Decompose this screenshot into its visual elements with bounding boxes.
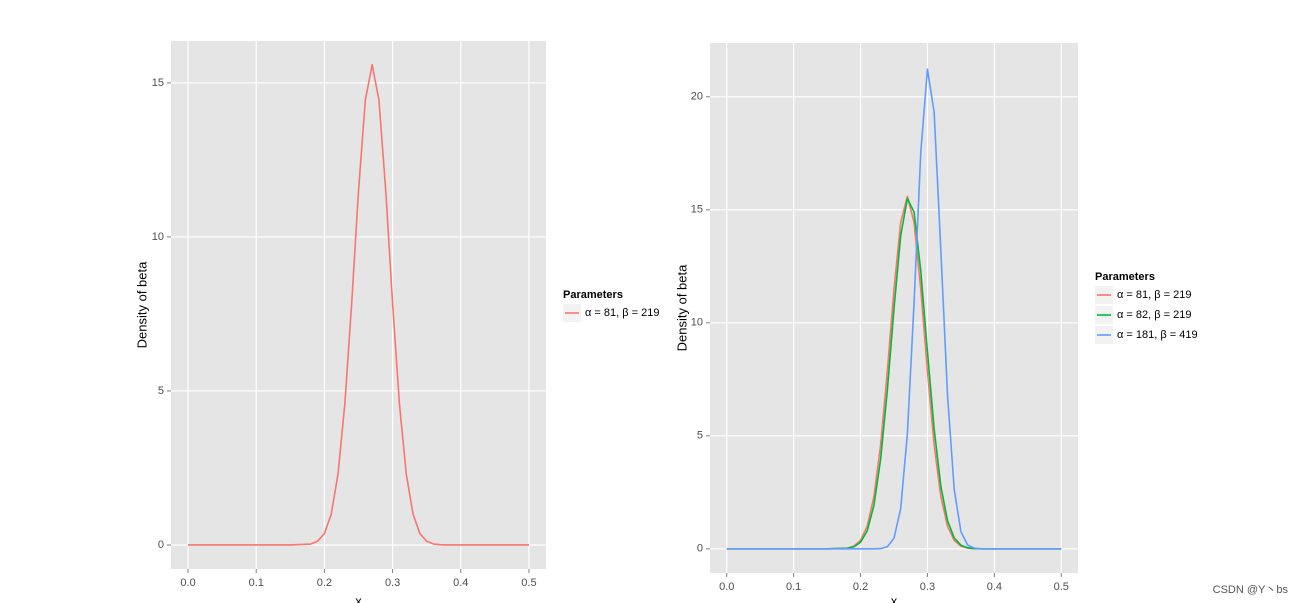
legend-label: α = 82, β = 219	[1117, 309, 1191, 321]
x-tick-label: 0.3	[920, 581, 935, 593]
y-axis-title: Density of beta	[674, 264, 689, 351]
series-line	[726, 197, 1062, 550]
legend-title: Parameters	[1095, 271, 1155, 283]
legend-title: Parameters	[563, 289, 623, 301]
x-axis-title: x	[355, 593, 362, 603]
x-tick-label: 0.2	[317, 577, 332, 589]
y-tick-label: 5	[697, 430, 703, 442]
y-tick-label: 0	[158, 539, 164, 551]
x-tick-label: 0.1	[249, 577, 264, 589]
x-axis-title: x	[891, 593, 898, 603]
x-tick-label: 0.0	[719, 581, 734, 593]
x-tick-label: 0.5	[1054, 581, 1069, 593]
x-tick-label: 0.0	[180, 577, 195, 589]
x-tick-label: 0.2	[853, 581, 868, 593]
legend-label: α = 181, β = 419	[1117, 329, 1198, 341]
y-tick-label: 15	[152, 77, 164, 89]
x-tick-label: 0.5	[521, 577, 536, 589]
x-tick-label: 0.4	[987, 581, 1002, 593]
y-tick-label: 10	[152, 231, 164, 243]
legend-label: α = 81, β = 219	[585, 307, 659, 319]
x-tick-label: 0.3	[385, 577, 400, 589]
y-tick-label: 20	[691, 91, 703, 103]
series-line	[726, 68, 1062, 550]
series-line	[188, 63, 529, 546]
x-tick-label: 0.1	[786, 581, 801, 593]
x-tick-label: 0.4	[453, 577, 468, 589]
legend-label: α = 81, β = 219	[1117, 289, 1191, 301]
y-tick-label: 0	[697, 543, 703, 555]
y-axis-title: Density of beta	[134, 261, 149, 348]
watermark: CSDN @Y丶bs	[1213, 584, 1289, 596]
plot-panel	[171, 41, 546, 569]
y-tick-label: 10	[691, 317, 703, 329]
y-tick-label: 15	[691, 204, 703, 216]
y-tick-label: 5	[158, 385, 164, 397]
